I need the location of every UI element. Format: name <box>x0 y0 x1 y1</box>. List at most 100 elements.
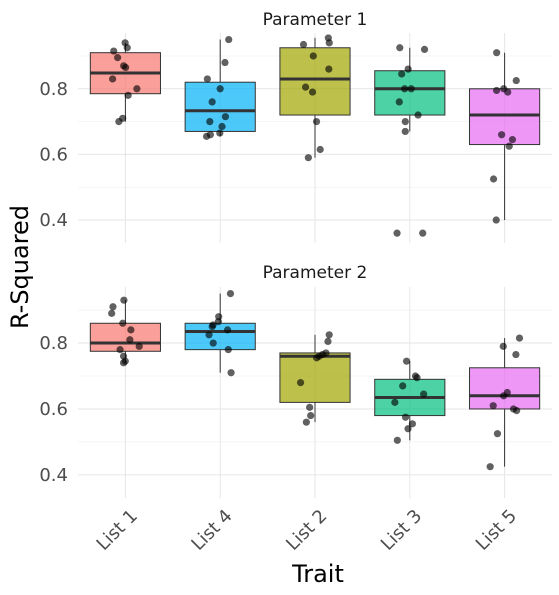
box-body <box>469 367 541 410</box>
data-point <box>512 76 520 85</box>
box-body <box>89 322 161 352</box>
box-body <box>374 70 446 116</box>
data-point <box>393 436 401 444</box>
data-point <box>399 382 407 390</box>
y-tick-label: 0.8 <box>39 333 68 354</box>
data-point <box>393 229 401 237</box>
data-point <box>493 49 501 57</box>
data-point <box>492 86 501 95</box>
y-tick-label: 0.8 <box>39 79 68 100</box>
x-tick-label: List 2 <box>282 506 331 555</box>
x-axis-title: Trait <box>291 560 344 588</box>
box-list-1 <box>89 39 161 126</box>
data-point <box>208 98 216 106</box>
x-tick-label: List 4 <box>187 506 236 555</box>
data-point <box>404 65 412 73</box>
y-axis-title: R-Squared <box>6 205 34 329</box>
data-point <box>395 98 403 106</box>
y-tick-label: 0.6 <box>39 144 68 165</box>
data-point <box>221 113 230 121</box>
box-list-5 <box>469 49 541 224</box>
data-point <box>312 117 321 126</box>
data-point <box>325 65 333 73</box>
data-point <box>135 342 143 350</box>
data-point <box>225 35 233 44</box>
data-point <box>119 359 128 367</box>
data-point <box>121 63 130 72</box>
data-point <box>512 350 520 359</box>
data-point <box>420 390 428 398</box>
box-list-3 <box>374 44 446 237</box>
x-tick-label: List 1 <box>93 506 142 555</box>
data-point <box>492 216 500 224</box>
data-point <box>223 326 232 334</box>
data-point <box>401 117 409 126</box>
panel-1: Parameter 1 0.4 0.6 0.8 <box>39 10 552 243</box>
data-point <box>414 111 422 119</box>
data-point <box>116 346 124 354</box>
data-point <box>500 392 508 400</box>
data-point <box>420 45 429 54</box>
data-point <box>505 142 513 150</box>
box-list-2 <box>279 331 351 426</box>
panel-title: Parameter 2 <box>263 263 368 283</box>
data-point <box>515 334 524 342</box>
data-point <box>489 402 497 410</box>
data-point <box>304 154 312 162</box>
data-point <box>299 40 308 49</box>
data-point <box>216 85 224 93</box>
data-point <box>301 83 310 91</box>
data-point <box>508 136 517 144</box>
data-point <box>302 418 310 426</box>
data-point <box>120 296 128 304</box>
box-list-5 <box>469 334 541 471</box>
data-point <box>498 131 506 139</box>
data-point <box>493 430 502 438</box>
panel-2: Parameter 2 0.4 0.6 0.8 <box>39 263 552 498</box>
box-list-3 <box>374 357 446 444</box>
data-point <box>208 322 216 331</box>
data-point <box>226 289 235 298</box>
data-point <box>325 331 333 339</box>
data-point <box>205 331 213 339</box>
data-point <box>127 326 135 334</box>
data-point <box>402 357 411 365</box>
x-tick-labels: List 1 List 4 List 2 List 3 List 5 <box>93 506 521 555</box>
data-point <box>308 88 317 96</box>
data-point <box>486 463 494 471</box>
data-point <box>404 425 412 433</box>
data-point <box>209 339 217 347</box>
data-point <box>216 129 224 137</box>
panel-title: Parameter 1 <box>263 10 368 30</box>
box-list-2 <box>279 34 351 162</box>
data-point <box>401 85 409 93</box>
data-point <box>391 398 399 406</box>
data-point <box>413 374 421 382</box>
box-body <box>279 352 351 403</box>
x-tick-label: List 5 <box>472 506 521 555</box>
data-point <box>114 54 122 62</box>
x-tick-label: List 3 <box>377 506 426 555</box>
data-point <box>218 122 226 131</box>
box-list-4 <box>184 35 256 140</box>
data-point <box>513 407 521 415</box>
data-point <box>124 91 132 99</box>
box-list-1 <box>89 296 161 367</box>
data-point <box>227 369 235 377</box>
data-point <box>109 303 117 311</box>
data-point <box>123 44 131 52</box>
data-point <box>221 58 229 67</box>
data-point <box>115 117 123 126</box>
data-point <box>224 346 232 354</box>
y-tick-label: 0.4 <box>39 210 68 231</box>
data-point <box>325 39 333 47</box>
data-point <box>316 145 324 154</box>
data-point <box>313 354 321 362</box>
data-point <box>202 132 211 140</box>
panels-layer: Parameter 1 0.4 0.6 0.8 Parameter 2 0.4 0.6 0.8 <box>39 10 552 498</box>
data-point <box>133 85 141 93</box>
data-point <box>499 342 507 350</box>
box-body <box>184 322 256 351</box>
data-point <box>396 44 404 52</box>
data-point <box>206 117 214 126</box>
